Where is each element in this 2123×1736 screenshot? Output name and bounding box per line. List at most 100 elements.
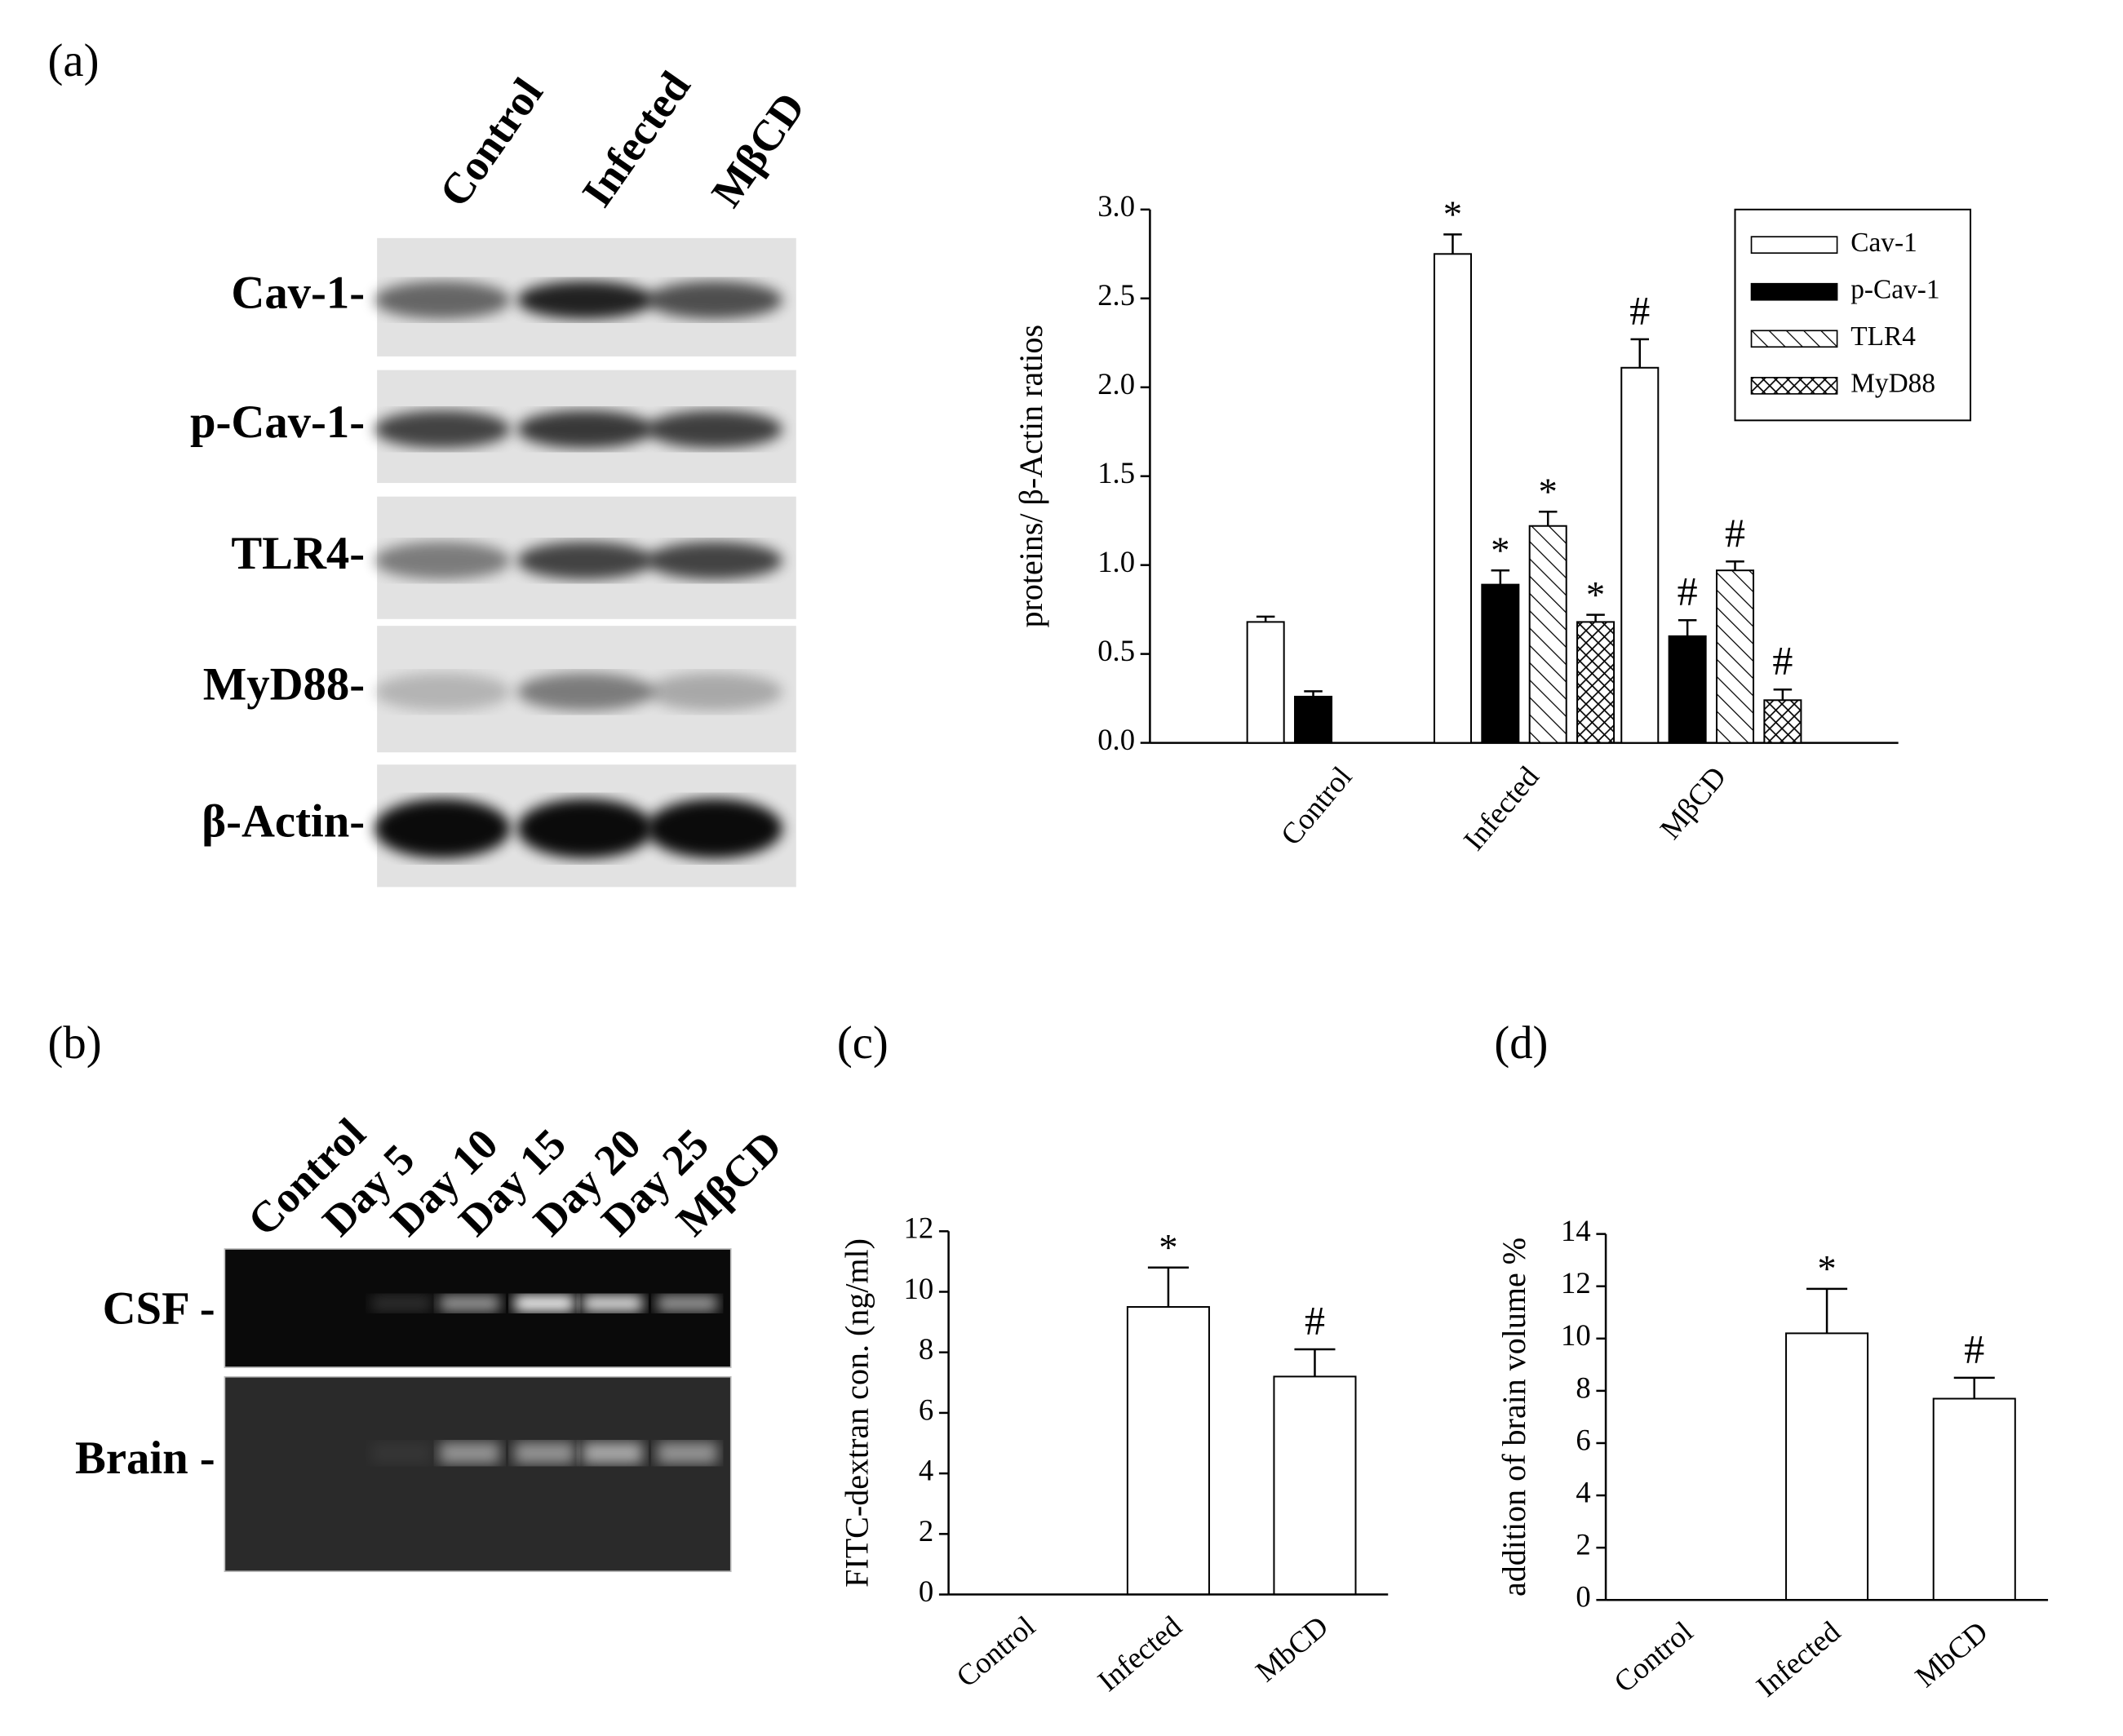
- significance-mark: #: [1772, 638, 1793, 684]
- bar: [1785, 1332, 1869, 1601]
- bar: [1294, 695, 1333, 744]
- bar: [1763, 699, 1802, 744]
- y-tick-label: 4: [1576, 1475, 1590, 1508]
- y-tick-label: 2.0: [1097, 367, 1135, 401]
- y-tick-label: 1.0: [1097, 545, 1135, 578]
- significance-mark: #: [1678, 569, 1698, 614]
- lane-label: MβCD: [702, 83, 814, 215]
- gel-band: [371, 1442, 432, 1464]
- blot-row-label: p-Cav-1-: [190, 396, 365, 448]
- gel-row-label: Brain -: [75, 1433, 215, 1484]
- gel-panel: [224, 1375, 732, 1573]
- gel-row-label: CSF -: [103, 1282, 215, 1334]
- y-tick-label: 0: [1576, 1580, 1590, 1614]
- significance-mark: *: [1491, 529, 1509, 572]
- y-tick-label: 8: [919, 1332, 933, 1366]
- y-tick-label: 3.0: [1097, 189, 1135, 223]
- y-tick-label: 2.5: [1097, 278, 1135, 312]
- y-axis-label: FITC-dextran con. (ng/ml): [838, 1238, 875, 1588]
- band: [374, 798, 511, 859]
- legend-label: p-Cav-1: [1850, 274, 1939, 304]
- legend-box: [1734, 208, 1972, 422]
- y-tick-label: 4: [919, 1454, 933, 1487]
- blot-row-label: MyD88-: [203, 659, 365, 711]
- bar: [1481, 583, 1520, 744]
- legend-swatch: [1750, 236, 1838, 255]
- y-axis-label: addition of brain volume %: [1496, 1238, 1532, 1596]
- blot-row-label: Cav-1-: [231, 267, 365, 318]
- x-tick-label: Infected: [1456, 760, 1545, 856]
- bar: [1932, 1397, 2016, 1601]
- significance-mark: *: [1159, 1227, 1177, 1269]
- gel-band: [514, 1295, 574, 1312]
- y-axis-label: proteins/ β-Actin ratios: [1013, 325, 1049, 628]
- y-tick-label: 6: [1576, 1423, 1590, 1456]
- significance-mark: #: [1725, 510, 1745, 556]
- y-tick-label: 10: [1561, 1318, 1591, 1352]
- gel-band: [657, 1442, 718, 1464]
- gel-band: [514, 1442, 574, 1464]
- gel-band: [439, 1442, 500, 1464]
- significance-mark: #: [1305, 1297, 1325, 1343]
- bar: [1246, 621, 1285, 744]
- legend-label: Cav-1: [1850, 228, 1917, 258]
- band: [374, 672, 511, 711]
- bar: [1126, 1306, 1210, 1596]
- blot-row-label: TLR4-: [231, 528, 365, 579]
- blot-row-label: β-Actin-: [202, 795, 365, 847]
- legend-swatch: [1750, 330, 1838, 348]
- y-tick-label: 1.5: [1097, 456, 1135, 489]
- band: [374, 541, 511, 580]
- y-tick-label: 6: [919, 1393, 933, 1426]
- bar: [1620, 366, 1660, 744]
- gel-band: [371, 1295, 432, 1312]
- y-tick-label: 2: [1576, 1528, 1590, 1561]
- significance-mark: *: [1817, 1248, 1836, 1291]
- significance-mark: *: [1539, 471, 1558, 513]
- y-tick-label: 14: [1561, 1214, 1591, 1247]
- bar: [1273, 1375, 1357, 1596]
- significance-mark: #: [1629, 287, 1650, 333]
- band: [374, 281, 511, 320]
- band: [516, 798, 654, 859]
- legend-label: TLR4: [1850, 321, 1916, 352]
- bar: [1576, 621, 1616, 744]
- x-tick-label: Infected: [1091, 1609, 1187, 1698]
- band: [516, 672, 654, 711]
- x-tick-label: Control: [1607, 1614, 1699, 1698]
- y-tick-label: 2: [919, 1514, 933, 1548]
- y-tick-label: 8: [1576, 1371, 1590, 1404]
- x-tick-label: MbCD: [1908, 1614, 1993, 1694]
- y-tick-label: 12: [904, 1211, 934, 1245]
- lane-label: Infected: [572, 62, 699, 215]
- gel-band: [657, 1295, 718, 1312]
- bar: [1528, 525, 1567, 744]
- band: [516, 410, 654, 449]
- bar: [1433, 253, 1472, 744]
- y-tick-label: 12: [1561, 1266, 1591, 1300]
- significance-mark: *: [1443, 193, 1462, 236]
- band: [646, 410, 783, 449]
- x-tick-label: Control: [950, 1609, 1041, 1693]
- y-tick-label: 0.5: [1097, 634, 1135, 667]
- significance-mark: *: [1586, 574, 1605, 616]
- panel-label: (b): [48, 1017, 102, 1069]
- gel-band: [582, 1442, 643, 1464]
- panel-label: (d): [1494, 1017, 1548, 1069]
- y-tick-label: 0.0: [1097, 723, 1135, 756]
- y-tick-label: 10: [904, 1272, 934, 1305]
- x-tick-label: Control: [1274, 760, 1358, 851]
- x-tick-label: MbCD: [1249, 1609, 1334, 1688]
- bar: [1716, 569, 1755, 744]
- lane-label: Control: [429, 69, 552, 215]
- band: [516, 541, 654, 580]
- band: [374, 410, 511, 449]
- band: [646, 541, 783, 580]
- band: [646, 281, 783, 320]
- band: [646, 798, 783, 859]
- gel-band: [582, 1295, 643, 1312]
- x-tick-label: Infected: [1750, 1614, 1846, 1703]
- legend-label: MyD88: [1850, 368, 1935, 398]
- legend-swatch: [1750, 282, 1838, 301]
